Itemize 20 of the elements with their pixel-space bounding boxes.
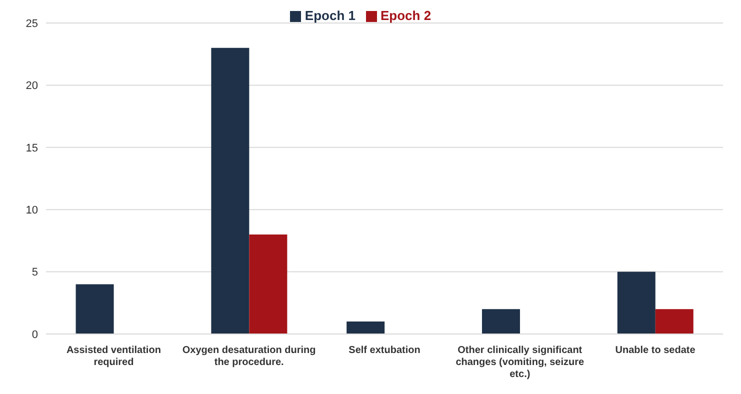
bar xyxy=(346,322,385,334)
x-tick-label: Self extubation xyxy=(348,345,420,356)
bar xyxy=(249,234,288,334)
x-tick-label: Assisted ventilation required xyxy=(66,345,161,368)
bar xyxy=(482,309,520,334)
y-tick-label: 10 xyxy=(26,204,38,217)
y-tick-label: 0 xyxy=(32,328,38,341)
legend-label: Epoch 2 xyxy=(380,8,432,23)
bar xyxy=(617,272,656,334)
bar xyxy=(76,284,114,334)
bar xyxy=(211,48,250,334)
x-tick-label: Other clinically significant changes (vomiting, seizure etc.) xyxy=(456,345,585,380)
bar xyxy=(655,309,694,334)
y-tick-label: 20 xyxy=(26,80,38,92)
y-tick-label: 5 xyxy=(32,266,38,279)
y-tick-label: 25 xyxy=(26,18,38,30)
legend-label: Epoch 1 xyxy=(304,8,356,23)
x-tick-label: Unable to sedate xyxy=(615,345,696,356)
y-tick-label: 15 xyxy=(26,142,38,154)
x-tick-label: Oxygen desaturation during the procedure. xyxy=(182,345,316,368)
